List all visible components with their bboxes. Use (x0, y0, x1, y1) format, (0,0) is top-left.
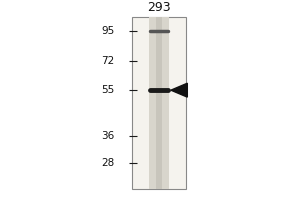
Text: 72: 72 (101, 56, 114, 66)
Text: 95: 95 (101, 26, 114, 36)
Bar (132, 17, 186, 189)
Bar (156, 17, 162, 189)
Text: 36: 36 (101, 131, 114, 141)
Text: 28: 28 (101, 158, 114, 168)
Bar (148, 17, 170, 189)
Text: 293: 293 (147, 1, 171, 14)
Text: 55: 55 (101, 85, 114, 95)
Polygon shape (171, 83, 187, 97)
